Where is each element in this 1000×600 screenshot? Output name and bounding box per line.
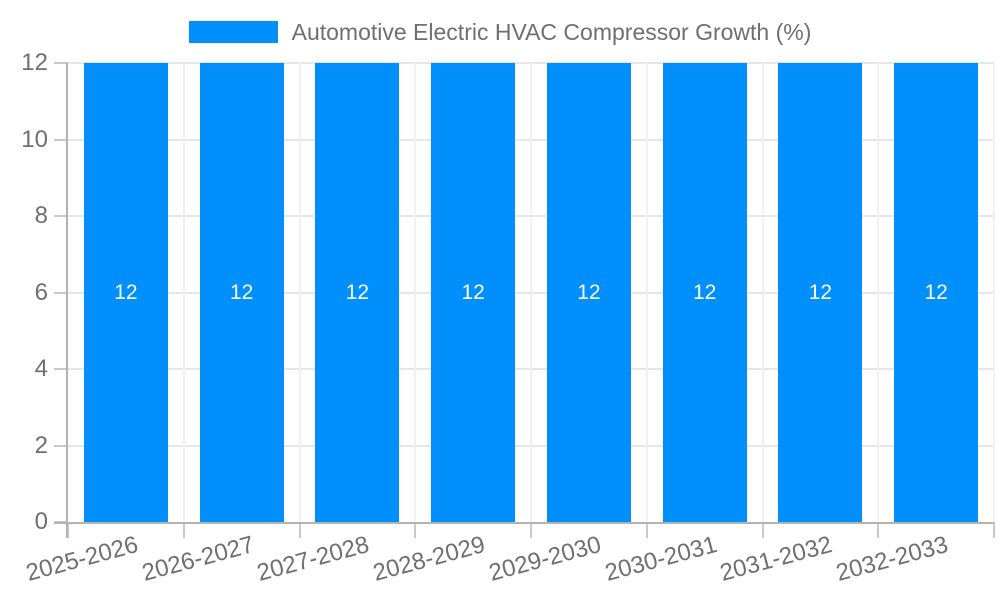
bar[interactable]: 12 bbox=[199, 63, 284, 522]
y-axis-tick bbox=[54, 444, 68, 447]
bar[interactable]: 12 bbox=[662, 63, 747, 522]
x-axis-tick bbox=[67, 522, 69, 538]
y-axis-tick bbox=[54, 138, 68, 141]
y-axis-label: 10 bbox=[21, 125, 48, 153]
gridline-vertical bbox=[877, 63, 880, 522]
legend-label: Automotive Electric HVAC Compressor Grow… bbox=[291, 18, 812, 45]
y-axis-label: 4 bbox=[34, 355, 48, 382]
x-axis-tick bbox=[298, 522, 301, 538]
y-axis-tick bbox=[54, 291, 68, 294]
bar-value-label: 12 bbox=[924, 280, 948, 304]
x-axis-tick bbox=[414, 522, 417, 538]
gridline-vertical bbox=[993, 63, 995, 522]
bar-value-label: 12 bbox=[229, 280, 254, 304]
y-axis-tick bbox=[54, 62, 68, 64]
chart-legend[interactable]: Automotive Electric HVAC Compressor Grow… bbox=[0, 17, 1000, 47]
bar-value-label: 12 bbox=[808, 280, 833, 304]
bar[interactable]: 12 bbox=[431, 63, 516, 522]
y-axis-label: 0 bbox=[34, 508, 48, 535]
gridline-vertical bbox=[298, 63, 301, 522]
bar[interactable]: 12 bbox=[894, 63, 979, 522]
y-axis-line bbox=[66, 63, 68, 538]
y-axis-label: 12 bbox=[21, 49, 48, 76]
gridline-vertical bbox=[182, 63, 185, 522]
bar[interactable]: 12 bbox=[315, 63, 400, 522]
gridline-vertical bbox=[414, 63, 417, 522]
x-axis-line bbox=[54, 522, 994, 524]
bar[interactable]: 12 bbox=[546, 63, 631, 522]
bar[interactable]: 12 bbox=[83, 63, 168, 522]
bar-value-label: 12 bbox=[577, 280, 601, 304]
bar[interactable]: 12 bbox=[778, 63, 863, 522]
gridline-vertical bbox=[645, 63, 648, 522]
bar-value-label: 12 bbox=[461, 280, 485, 304]
gridline-vertical bbox=[761, 63, 764, 522]
x-axis-tick bbox=[761, 522, 764, 538]
bar-value-label: 12 bbox=[692, 280, 717, 304]
x-axis-tick bbox=[877, 522, 880, 538]
y-axis-tick bbox=[54, 215, 68, 217]
x-axis-tick bbox=[530, 522, 532, 538]
bar-value-label: 12 bbox=[114, 280, 138, 304]
x-axis-tick bbox=[993, 522, 995, 538]
y-axis-label: 2 bbox=[34, 431, 48, 459]
gridline-vertical bbox=[530, 63, 532, 522]
legend-swatch bbox=[188, 21, 278, 43]
x-axis-tick bbox=[182, 522, 185, 538]
bar-value-label: 12 bbox=[345, 280, 370, 304]
y-axis-label: 6 bbox=[34, 278, 48, 306]
y-axis-tick bbox=[54, 368, 68, 370]
y-axis-label: 8 bbox=[34, 202, 48, 229]
x-axis-tick bbox=[645, 522, 648, 538]
